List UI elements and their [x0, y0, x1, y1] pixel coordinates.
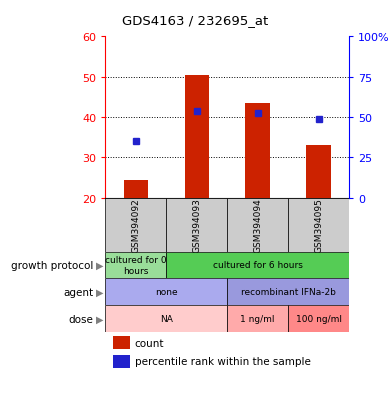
- Bar: [105, 306, 227, 332]
- Bar: [113, 336, 130, 349]
- Bar: [307, 146, 331, 198]
- Bar: [184, 76, 209, 198]
- Bar: [166, 198, 227, 252]
- Text: percentile rank within the sample: percentile rank within the sample: [135, 356, 310, 366]
- Bar: [124, 180, 148, 198]
- Text: GSM394092: GSM394092: [131, 198, 140, 252]
- Bar: [227, 198, 288, 252]
- Bar: [245, 104, 270, 198]
- Bar: [105, 252, 166, 279]
- Text: dose: dose: [69, 314, 94, 324]
- Bar: [288, 306, 349, 332]
- Text: ▶: ▶: [96, 287, 103, 297]
- Bar: [288, 198, 349, 252]
- Text: ▶: ▶: [96, 314, 103, 324]
- Text: NA: NA: [160, 315, 173, 323]
- Bar: [105, 279, 227, 306]
- Text: count: count: [135, 338, 164, 348]
- Bar: [227, 279, 349, 306]
- Text: agent: agent: [64, 287, 94, 297]
- Text: GSM394095: GSM394095: [314, 198, 323, 252]
- Text: none: none: [155, 288, 177, 297]
- Text: 100 ng/ml: 100 ng/ml: [296, 315, 342, 323]
- Text: 1 ng/ml: 1 ng/ml: [240, 315, 275, 323]
- Bar: [105, 198, 166, 252]
- Bar: [113, 355, 130, 368]
- Text: cultured for 6 hours: cultured for 6 hours: [213, 261, 303, 270]
- Text: GSM394093: GSM394093: [192, 198, 201, 252]
- Text: GSM394094: GSM394094: [253, 198, 262, 252]
- Text: growth protocol: growth protocol: [11, 260, 94, 271]
- Text: ▶: ▶: [96, 260, 103, 271]
- Bar: [166, 252, 349, 279]
- Bar: [227, 306, 288, 332]
- Text: cultured for 0
hours: cultured for 0 hours: [105, 256, 167, 275]
- Text: recombinant IFNa-2b: recombinant IFNa-2b: [241, 288, 335, 297]
- Text: GDS4163 / 232695_at: GDS4163 / 232695_at: [122, 14, 268, 27]
